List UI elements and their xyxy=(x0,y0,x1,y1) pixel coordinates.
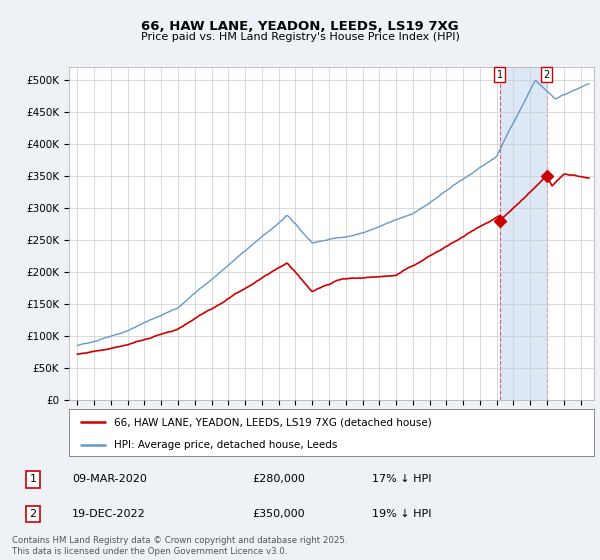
Text: £350,000: £350,000 xyxy=(252,509,305,519)
Text: 1: 1 xyxy=(29,474,37,484)
Text: 2: 2 xyxy=(544,70,550,80)
Text: 09-MAR-2020: 09-MAR-2020 xyxy=(72,474,147,484)
Bar xyxy=(500,67,547,400)
Text: 19% ↓ HPI: 19% ↓ HPI xyxy=(372,509,431,519)
Text: 19-DEC-2022: 19-DEC-2022 xyxy=(72,509,146,519)
Text: 66, HAW LANE, YEADON, LEEDS, LS19 7XG: 66, HAW LANE, YEADON, LEEDS, LS19 7XG xyxy=(141,20,459,32)
Text: £280,000: £280,000 xyxy=(252,474,305,484)
Text: 17% ↓ HPI: 17% ↓ HPI xyxy=(372,474,431,484)
Text: 66, HAW LANE, YEADON, LEEDS, LS19 7XG (detached house): 66, HAW LANE, YEADON, LEEDS, LS19 7XG (d… xyxy=(113,417,431,427)
Text: 1: 1 xyxy=(497,70,503,80)
Text: HPI: Average price, detached house, Leeds: HPI: Average price, detached house, Leed… xyxy=(113,440,337,450)
Text: 2: 2 xyxy=(29,509,37,519)
Text: Contains HM Land Registry data © Crown copyright and database right 2025.
This d: Contains HM Land Registry data © Crown c… xyxy=(12,536,347,556)
Text: Price paid vs. HM Land Registry's House Price Index (HPI): Price paid vs. HM Land Registry's House … xyxy=(140,32,460,43)
